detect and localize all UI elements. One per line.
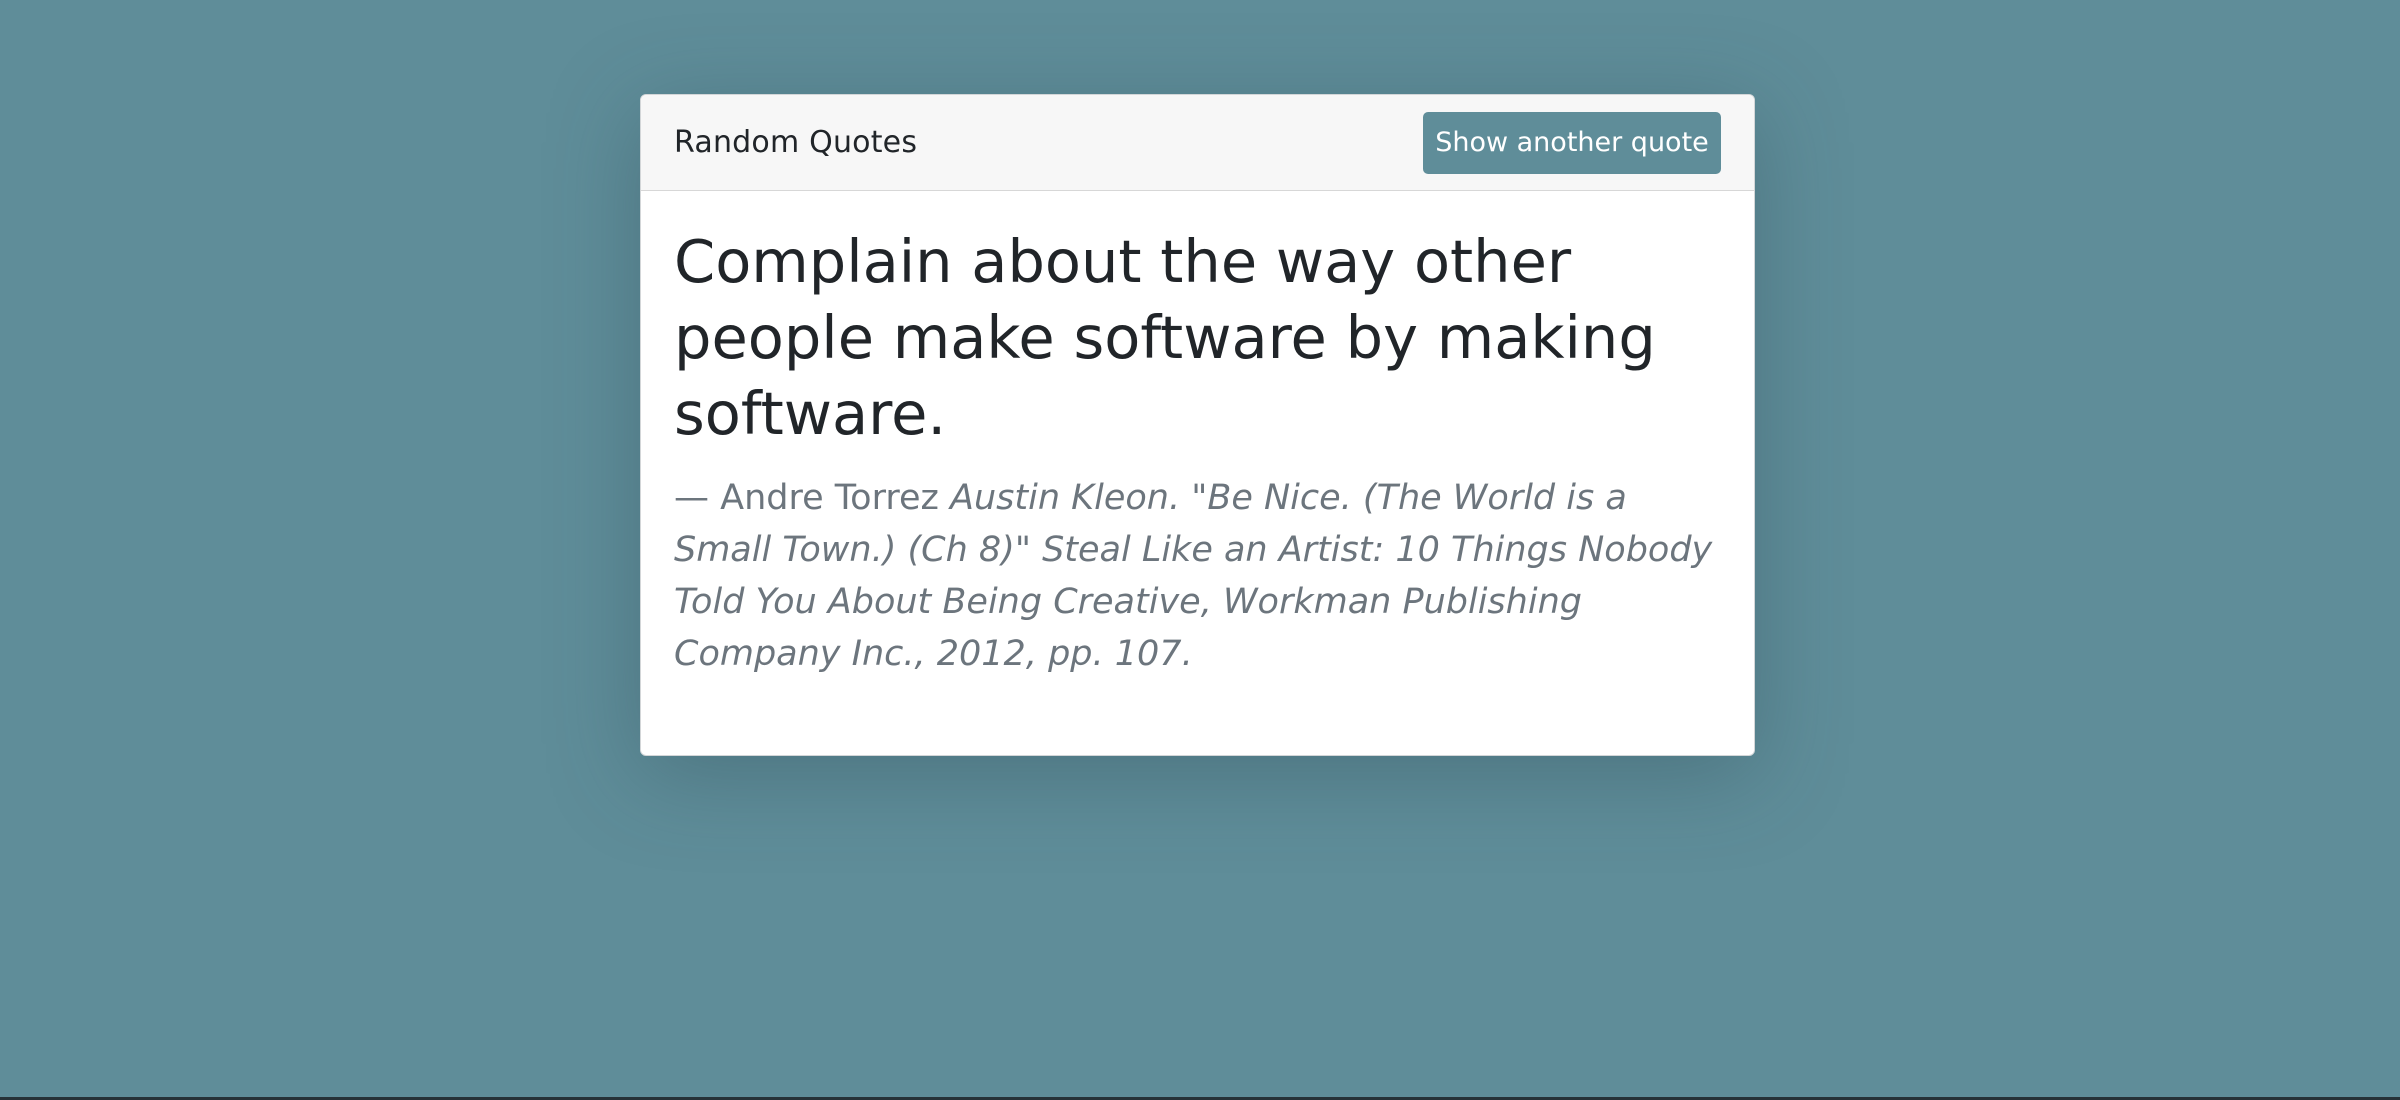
app-title: Random Quotes	[674, 125, 918, 160]
quote-text: Complain about the way other people make…	[674, 227, 1656, 448]
quote-content: Complain about the way other people make…	[641, 191, 1754, 680]
quote-source: Austin Kleon. "Be Nice. (The World is a …	[674, 478, 1713, 674]
bottom-window-edge	[0, 1097, 2400, 1100]
quote-card: Random Quotes Show another quote Complai…	[640, 94, 1755, 756]
quote-attribution: — Andre Torrez Austin Kleon. "Be Nice. (…	[674, 472, 1721, 680]
quote-author: — Andre Torrez	[674, 478, 939, 518]
show-another-quote-button[interactable]: Show another quote	[1423, 111, 1721, 174]
card-header: Random Quotes Show another quote	[641, 95, 1754, 191]
